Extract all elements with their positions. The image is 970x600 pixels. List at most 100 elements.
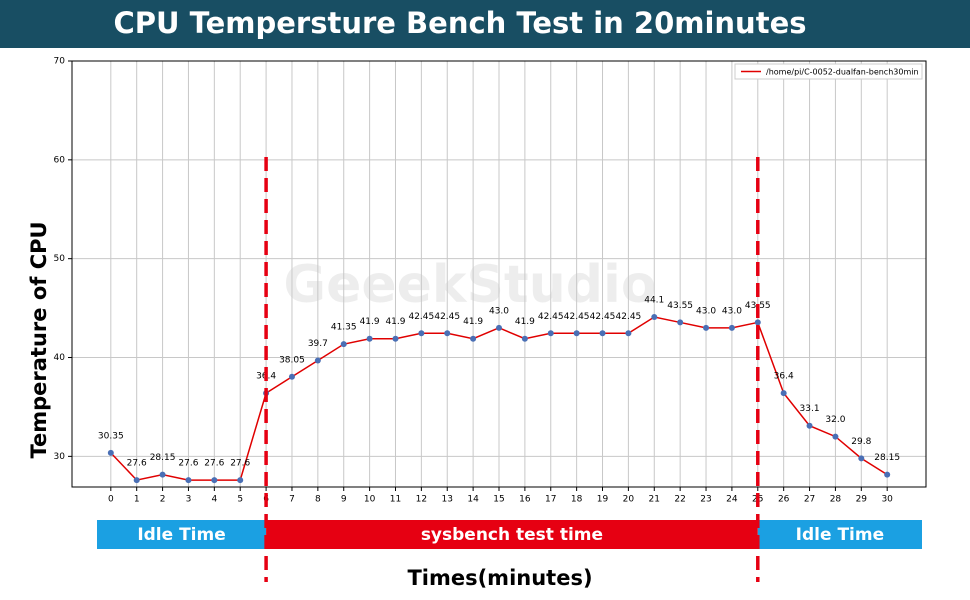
- phase-label: Idle Time: [796, 525, 884, 545]
- data-point: [728, 324, 735, 331]
- data-point: [884, 471, 891, 478]
- data-label: 27.6: [178, 459, 198, 469]
- data-label: 43.0: [722, 306, 742, 316]
- legend-box: [734, 63, 923, 80]
- x-tick-label: 26: [778, 495, 790, 505]
- x-tick-label: 16: [519, 495, 531, 505]
- data-label: 42.45: [408, 312, 434, 322]
- data-label: 44.1: [644, 295, 664, 305]
- data-label: 27.6: [127, 459, 147, 469]
- y-tick-label: 40: [54, 353, 66, 363]
- x-tick-label: 24: [726, 495, 738, 505]
- data-label: 33.1: [800, 404, 820, 414]
- y-tick-label: 30: [54, 452, 66, 462]
- phase-band: [757, 520, 922, 549]
- data-point: [547, 330, 554, 337]
- data-label: 41.9: [385, 317, 405, 327]
- data-label: 41.9: [463, 317, 483, 327]
- y-tick-label: 50: [54, 254, 66, 264]
- phase-band: [266, 520, 758, 549]
- plot-frame: [71, 60, 927, 488]
- x-tick-label: 20: [623, 495, 635, 505]
- data-point: [392, 335, 399, 342]
- x-tick-label: 18: [571, 495, 583, 505]
- data-point: [470, 335, 477, 342]
- data-point: [288, 373, 295, 380]
- legend-label: /home/pi/C-0052-dualfan-bench30min: [766, 68, 919, 77]
- data-label: 30.35: [98, 431, 124, 441]
- x-axis-label: Times(minutes): [407, 566, 592, 590]
- x-tick-label: 14: [467, 495, 479, 505]
- x-tick-label: 3: [186, 495, 192, 505]
- data-point: [366, 335, 373, 342]
- x-tick-label: 10: [364, 495, 376, 505]
- data-label: 42.45: [434, 312, 460, 322]
- y-tick-label: 60: [54, 155, 66, 165]
- data-point: [677, 319, 684, 326]
- data-point: [418, 330, 425, 337]
- phase-label: sysbench test time: [421, 525, 603, 545]
- x-tick-label: 19: [597, 495, 609, 505]
- x-tick-label: 17: [545, 495, 556, 505]
- data-point: [133, 477, 140, 484]
- x-tick-label: 23: [700, 495, 711, 505]
- data-label: 28.15: [874, 453, 900, 463]
- data-point: [754, 319, 761, 326]
- x-tick-label: 5: [237, 495, 243, 505]
- data-label: 41.9: [360, 317, 380, 327]
- data-label: 42.45: [616, 312, 642, 322]
- data-point: [625, 330, 632, 337]
- data-point: [858, 455, 865, 462]
- data-point: [832, 433, 839, 440]
- x-tick-label: 9: [341, 495, 347, 505]
- data-point: [211, 477, 218, 484]
- y-tick-label: 70: [54, 57, 66, 67]
- data-point: [651, 313, 658, 320]
- phase-label: Idle Time: [137, 525, 225, 545]
- data-point: [314, 357, 321, 364]
- data-label: 29.8: [851, 437, 871, 447]
- data-point: [496, 324, 502, 331]
- data-point: [159, 471, 166, 478]
- x-tick-label: 1: [134, 495, 140, 505]
- data-label: 42.45: [590, 312, 616, 322]
- watermark: GeeekStudio: [283, 255, 656, 315]
- x-tick-label: 27: [804, 495, 815, 505]
- data-label: 27.6: [230, 459, 250, 469]
- data-label: 43.0: [489, 306, 509, 316]
- data-point: [444, 330, 451, 337]
- data-label: 43.55: [667, 301, 693, 311]
- x-tick-label: 15: [493, 495, 504, 505]
- data-label: 42.45: [538, 312, 564, 322]
- x-tick-label: 28: [830, 495, 842, 505]
- x-tick-label: 30: [881, 495, 893, 505]
- data-label: 39.7: [308, 339, 328, 349]
- data-point: [107, 449, 114, 456]
- x-tick-label: 0: [108, 495, 114, 505]
- chart-title: CPU Tempersture Bench Test in 20minutes: [113, 6, 806, 40]
- x-tick-label: 8: [315, 495, 321, 505]
- data-label: 41.9: [515, 317, 535, 327]
- data-label: 36.4: [774, 372, 794, 382]
- data-point: [237, 477, 244, 484]
- data-point: [521, 335, 528, 342]
- x-tick-label: 11: [390, 495, 401, 505]
- x-tick-label: 12: [416, 495, 427, 505]
- header-bar: [0, 0, 970, 48]
- data-point: [806, 422, 813, 429]
- x-tick-label: 7: [289, 495, 295, 505]
- x-tick-label: 13: [442, 495, 453, 505]
- data-point: [340, 341, 347, 348]
- y-axis-label: Temperature of CPU: [27, 221, 51, 458]
- x-tick-label: 21: [649, 495, 660, 505]
- x-tick-label: 29: [856, 495, 868, 505]
- data-label: 41.35: [331, 323, 357, 333]
- data-point: [599, 330, 606, 337]
- data-label: 27.6: [204, 459, 224, 469]
- data-label: 42.45: [564, 312, 590, 322]
- data-point: [573, 330, 580, 337]
- phase-band: [97, 520, 267, 549]
- data-label: 28.15: [150, 453, 176, 463]
- data-point: [703, 324, 710, 331]
